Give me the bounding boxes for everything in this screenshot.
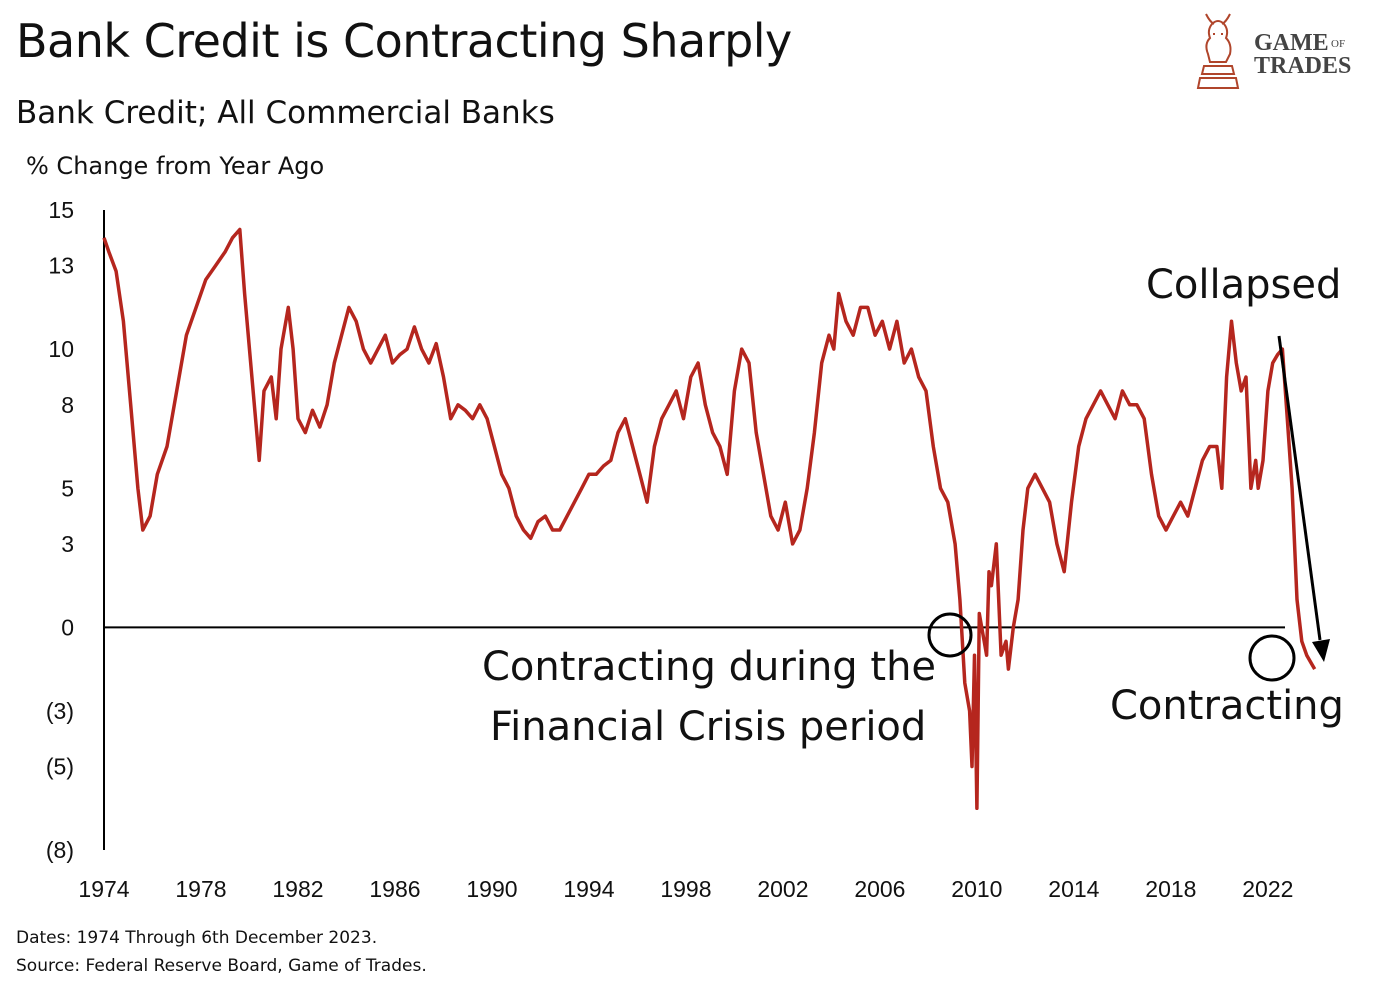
y-tick-label: 15: [48, 197, 74, 223]
y-tick-label: 5: [61, 475, 74, 501]
y-tick-label: 10: [48, 336, 74, 362]
x-tick-label: 1982: [272, 876, 323, 902]
y-tick-label: 0: [61, 614, 74, 640]
y-tick-label: (3): [46, 698, 74, 724]
logo-word-of: of: [1331, 38, 1345, 50]
y-tick-label: (5): [46, 754, 74, 780]
x-tick-label: 2022: [1242, 876, 1293, 902]
x-tick-label: 2006: [854, 876, 905, 902]
y-tick-label: (8): [46, 837, 74, 863]
annotation-crisis-line-2: Financial Crisis period: [490, 704, 926, 750]
x-tick-label: 1998: [660, 876, 711, 902]
collapse-arrow-shaft: [1277, 335, 1322, 641]
bull-knight-icon: [1196, 13, 1240, 89]
x-tick-label: 1990: [466, 876, 517, 902]
annotation-contracting: Contracting: [1110, 683, 1344, 729]
x-tick-label: 2010: [951, 876, 1002, 902]
x-tick-label: 1994: [563, 876, 614, 902]
logo-word-trades: Trades: [1254, 53, 1351, 79]
footer-dates-note: Dates: 1974 Through 6th December 2023.: [16, 928, 378, 948]
y-tick-label: 8: [61, 392, 74, 418]
collapse-arrowhead: [1312, 639, 1330, 662]
bank-credit-series-line: [102, 227, 1317, 811]
game-of-trades-logo: [1196, 8, 1366, 93]
y-tick-label: 3: [61, 531, 74, 557]
x-tick-label: 1978: [175, 876, 226, 902]
logo-word-game: Game: [1254, 30, 1329, 56]
logo-wordmark: Game of Trades: [1254, 30, 1351, 79]
chart-title: Bank Credit is Contracting Sharply: [16, 14, 792, 68]
y-tick-label: 13: [48, 253, 74, 279]
y-axis-unit-label: % Change from Year Ago: [26, 152, 325, 180]
annotation-collapsed: Collapsed: [1146, 262, 1341, 308]
footer-source-note: Source: Federal Reserve Board, Game of T…: [16, 956, 427, 976]
crisis-highlight-circle: [927, 612, 973, 658]
x-tick-label: 2018: [1145, 876, 1196, 902]
x-tick-label: 2014: [1048, 876, 1099, 902]
x-tick-label: 2002: [757, 876, 808, 902]
contracting-highlight-circle: [1248, 634, 1296, 682]
annotation-crisis-line-1: Contracting during the: [482, 644, 936, 690]
x-tick-label: 1974: [78, 876, 129, 902]
x-tick-label: 1986: [369, 876, 420, 902]
chart-subtitle: Bank Credit; All Commercial Banks: [16, 95, 555, 131]
